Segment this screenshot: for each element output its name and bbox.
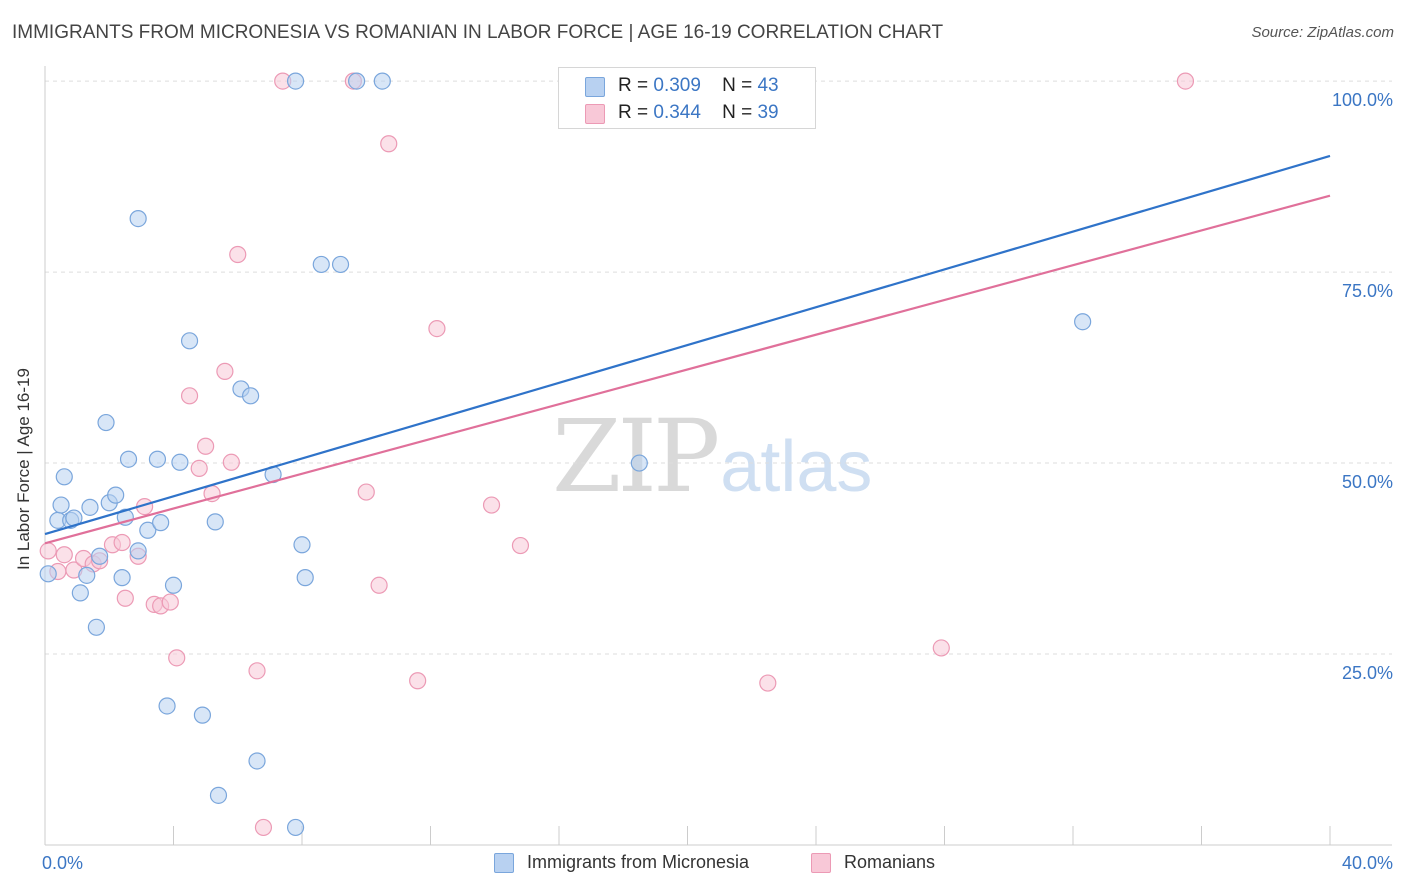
- legend-n-label: N =: [722, 102, 753, 123]
- romanians-point: [113, 533, 131, 552]
- micronesia-point: [113, 569, 131, 587]
- micronesia-point: [248, 752, 266, 770]
- y-tick-label: 75.0%: [1342, 281, 1393, 301]
- micronesia-point: [242, 387, 260, 405]
- micronesia-point: [129, 210, 147, 228]
- romanians-point: [180, 387, 199, 405]
- legend-n-value: 43: [757, 75, 779, 96]
- micronesia-point: [209, 786, 228, 804]
- micronesia-point: [293, 536, 311, 554]
- trendlines: [44, 154, 1331, 545]
- romanians-point: [1176, 72, 1195, 90]
- micronesia-point: [152, 514, 170, 532]
- bottom-legend-swatch-blue: [494, 853, 514, 873]
- micronesia-point: [119, 450, 138, 468]
- y-axis-label: In Labor Force | Age 16-19: [14, 368, 33, 570]
- micronesia-point: [171, 453, 189, 471]
- legend-r-label: R =: [618, 75, 649, 96]
- axes: [44, 66, 1392, 846]
- legend-n-value: 39: [757, 102, 779, 123]
- micronesia-trendline: [44, 154, 1331, 536]
- romanians-point: [229, 245, 247, 264]
- micronesia-point: [78, 566, 96, 584]
- romanians-point: [482, 496, 501, 514]
- micronesia-point: [87, 618, 106, 636]
- micronesia-point: [139, 521, 157, 539]
- micronesia-point: [373, 72, 391, 90]
- legend-swatch-blue: [585, 77, 605, 97]
- romanians-point: [222, 453, 240, 471]
- y-tick-label: 50.0%: [1342, 472, 1393, 492]
- romanians-point: [759, 674, 777, 692]
- chart-title: IMMIGRANTS FROM MICRONESIA VS ROMANIAN I…: [12, 22, 944, 43]
- romanians-point: [380, 135, 398, 153]
- watermark: ZIPatlas: [552, 398, 872, 515]
- romanians-point: [511, 536, 530, 555]
- watermark-atlas: atlas: [720, 427, 873, 507]
- micronesia-point: [296, 569, 314, 587]
- romanians-point: [39, 542, 57, 560]
- y-tick-label: 25.0%: [1342, 663, 1393, 683]
- bottom-legend-swatch-pink: [811, 853, 831, 873]
- micronesia-point: [158, 697, 176, 715]
- micronesia-point: [1074, 313, 1092, 331]
- romanians-point: [932, 639, 950, 657]
- romanians-points: [39, 72, 1195, 837]
- micronesia-point: [97, 413, 115, 432]
- legend-swatch-pink: [585, 104, 605, 124]
- micronesia-point: [312, 255, 330, 274]
- legend-r-value: 0.344: [653, 102, 701, 123]
- bottom-legend-label-micronesia: Immigrants from Micronesia: [527, 852, 750, 872]
- micronesia-point: [71, 584, 89, 602]
- micronesia-point: [630, 454, 648, 472]
- romanians-point: [248, 662, 266, 680]
- romanians-point: [168, 649, 186, 667]
- tick-labels: 25.0% 50.0% 75.0% 100.0% 0.0% 40.0%: [42, 90, 1393, 873]
- grid-lines: [45, 80, 1392, 655]
- romanians-point: [161, 593, 179, 611]
- micronesia-point: [164, 576, 183, 594]
- romanians-point: [428, 320, 446, 338]
- romanians-point: [254, 818, 273, 837]
- romanians-point: [357, 483, 375, 501]
- romanians-point: [116, 589, 134, 607]
- romanians-point: [197, 437, 215, 455]
- micronesia-point: [91, 547, 109, 565]
- romanians-point: [190, 459, 208, 477]
- micronesia-point: [193, 706, 212, 724]
- micronesia-point: [39, 565, 57, 583]
- romanians-point: [370, 576, 388, 594]
- micronesia-point: [148, 450, 167, 468]
- x-tick-label: 40.0%: [1342, 853, 1393, 873]
- correlation-legend: R = 0.309 N = 43 R = 0.344 N = 39: [558, 67, 816, 129]
- romanians-point: [55, 546, 73, 564]
- romanians-point: [409, 672, 427, 690]
- legend-r-label: R =: [618, 102, 649, 123]
- micronesia-point: [55, 468, 73, 486]
- y-tick-label: 100.0%: [1332, 90, 1393, 110]
- source-credit: Source: ZipAtlas.com: [1251, 24, 1394, 41]
- micronesia-point: [206, 513, 224, 531]
- micronesia-point: [286, 818, 305, 837]
- micronesia-points: [39, 72, 1092, 837]
- micronesia-point: [348, 72, 366, 90]
- legend-n-label: N =: [722, 75, 753, 96]
- micronesia-point: [180, 332, 199, 350]
- legend-r-value: 0.309: [653, 75, 701, 96]
- romanians-point: [216, 362, 234, 380]
- romanians-trendline: [44, 194, 1331, 545]
- micronesia-point: [52, 496, 70, 514]
- bottom-legend-label-romanians: Romanians: [844, 852, 936, 872]
- micronesia-point: [129, 542, 147, 560]
- micronesia-point: [331, 255, 350, 274]
- micronesia-point: [286, 72, 305, 90]
- x-tick-label: 0.0%: [42, 853, 83, 873]
- micronesia-point: [81, 498, 99, 516]
- micronesia-point: [107, 486, 125, 504]
